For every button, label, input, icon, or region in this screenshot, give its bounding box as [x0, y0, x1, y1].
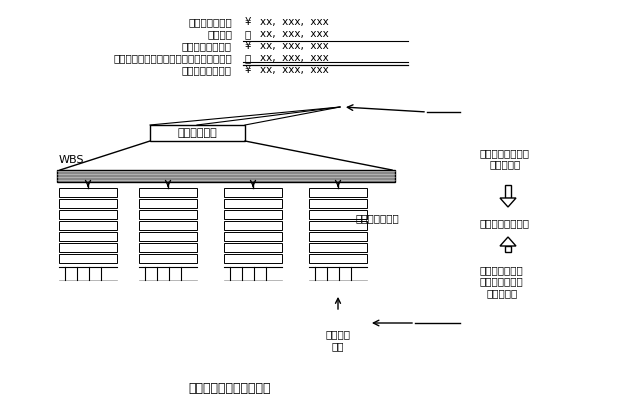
Bar	[59, 199, 117, 208]
Bar	[139, 232, 197, 241]
Bar	[150, 125, 245, 141]
Text: ¥: ¥	[245, 17, 251, 27]
Bar	[59, 188, 117, 197]
Bar	[139, 221, 197, 230]
Bar	[224, 254, 282, 263]
Text: xx,  xxx,  xxx: xx, xxx, xxx	[260, 29, 328, 39]
Polygon shape	[500, 237, 516, 246]
Text: リソース
要求: リソース 要求	[325, 329, 351, 351]
Bar	[224, 199, 282, 208]
Bar	[59, 221, 117, 230]
Bar	[139, 188, 197, 197]
Bar	[309, 221, 367, 230]
Bar	[139, 243, 197, 252]
Text: 配分可能予算合計: 配分可能予算合計	[182, 41, 232, 51]
Bar	[309, 199, 367, 208]
Bar	[505, 246, 511, 252]
Text: ボトムアップの
リソース要求と
コスト計算: ボトムアップの リソース要求と コスト計算	[480, 265, 524, 298]
Text: xx,  xxx,  xxx: xx, xxx, xxx	[260, 17, 328, 27]
Text: －: －	[245, 29, 251, 39]
Bar	[59, 254, 117, 263]
Text: 作業パッケージ: 作業パッケージ	[355, 213, 399, 223]
Text: －: －	[245, 53, 251, 63]
Bar	[505, 185, 511, 198]
Bar	[309, 188, 367, 197]
Text: プロジェクト: プロジェクト	[178, 128, 217, 138]
Bar	[309, 254, 367, 263]
Bar	[309, 232, 367, 241]
Bar	[139, 254, 197, 263]
Bar	[309, 210, 367, 219]
Bar	[224, 232, 282, 241]
Bar	[224, 243, 282, 252]
Text: WBS: WBS	[59, 155, 84, 165]
Text: xx,  xxx,  xxx: xx, xxx, xxx	[260, 41, 328, 51]
Bar	[139, 210, 197, 219]
Polygon shape	[500, 198, 516, 207]
Text: トップダウン定義
の目標予算: トップダウン定義 の目標予算	[480, 148, 530, 170]
Text: リスク対応（コンティンジェンシィ）予算: リスク対応（コンティンジェンシィ）予算	[113, 53, 232, 63]
Text: xx,  xxx,  xxx: xx, xxx, xxx	[260, 53, 328, 63]
Bar	[224, 221, 282, 230]
Bar	[59, 210, 117, 219]
Text: 図１３　予算決定の方法: 図１３ 予算決定の方法	[189, 382, 271, 395]
Bar	[139, 199, 197, 208]
Bar	[309, 243, 367, 252]
Text: 初期配分可能予算: 初期配分可能予算	[182, 65, 232, 75]
Bar	[57, 170, 395, 182]
Bar	[59, 232, 117, 241]
Text: xx,  xxx,  xxx: xx, xxx, xxx	[260, 65, 328, 75]
Text: 交渉済み売上金: 交渉済み売上金	[189, 17, 232, 27]
Text: 調整と予算の決定: 調整と予算の決定	[480, 218, 530, 228]
Text: ¥: ¥	[245, 41, 251, 51]
Bar	[224, 210, 282, 219]
Text: 売買差益: 売買差益	[207, 29, 232, 39]
Bar	[59, 243, 117, 252]
Text: ¥: ¥	[245, 65, 251, 75]
Bar	[224, 188, 282, 197]
